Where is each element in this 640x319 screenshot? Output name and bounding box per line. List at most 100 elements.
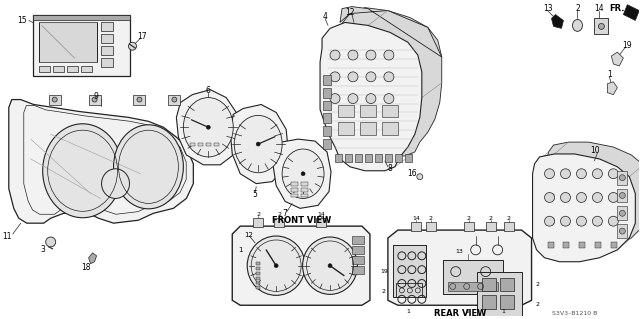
Ellipse shape (572, 19, 582, 31)
Text: 10: 10 (591, 146, 600, 155)
Text: 1: 1 (406, 309, 410, 314)
Bar (52, 66, 63, 72)
Circle shape (620, 175, 625, 181)
Polygon shape (273, 139, 331, 208)
Circle shape (330, 94, 340, 104)
Text: 5: 5 (253, 190, 258, 199)
Text: 16: 16 (407, 169, 417, 178)
Bar (595, 195, 602, 200)
Ellipse shape (184, 98, 233, 157)
Polygon shape (607, 82, 618, 95)
Circle shape (384, 94, 394, 104)
Circle shape (545, 169, 554, 179)
Bar (81, 66, 92, 72)
Text: 14: 14 (412, 216, 420, 221)
Circle shape (366, 94, 376, 104)
Bar (301, 194, 308, 197)
Bar (335, 154, 342, 162)
Bar (338, 122, 354, 135)
Bar (323, 114, 331, 123)
Bar (198, 143, 204, 146)
Circle shape (609, 169, 618, 179)
Bar (274, 218, 284, 227)
Bar (256, 277, 260, 279)
Bar (547, 195, 554, 200)
Polygon shape (623, 5, 639, 20)
Circle shape (561, 169, 570, 179)
Circle shape (593, 193, 602, 203)
Circle shape (366, 50, 376, 60)
Bar (500, 295, 513, 309)
Bar (88, 95, 100, 105)
Bar (256, 271, 260, 275)
Text: FRONT VIEW: FRONT VIEW (273, 216, 332, 225)
Bar (360, 122, 376, 135)
Bar (301, 188, 308, 191)
Bar (618, 171, 627, 185)
Bar (345, 154, 352, 162)
Circle shape (620, 210, 625, 216)
Circle shape (137, 97, 142, 102)
Bar (100, 22, 113, 31)
Bar (49, 95, 61, 105)
Ellipse shape (113, 125, 184, 209)
Text: 11: 11 (2, 232, 12, 241)
Polygon shape (340, 7, 442, 57)
Ellipse shape (303, 237, 358, 294)
Text: 6: 6 (206, 86, 211, 95)
Bar (611, 218, 618, 224)
Circle shape (620, 193, 625, 198)
Polygon shape (9, 100, 193, 223)
Text: 12: 12 (345, 8, 355, 17)
Bar (291, 188, 298, 191)
Text: 2: 2 (536, 282, 540, 287)
Bar (426, 222, 436, 231)
Bar (67, 66, 77, 72)
Bar (579, 218, 586, 224)
Circle shape (577, 216, 586, 226)
Text: 2: 2 (429, 216, 433, 221)
Text: 17: 17 (138, 32, 147, 41)
Bar (323, 139, 331, 149)
Circle shape (348, 72, 358, 82)
Bar (395, 154, 402, 162)
Circle shape (545, 216, 554, 226)
Bar (134, 95, 145, 105)
Text: 3: 3 (40, 245, 45, 254)
Bar (486, 222, 495, 231)
Circle shape (545, 193, 554, 203)
Bar (206, 143, 211, 146)
Bar (504, 222, 513, 231)
Bar (352, 256, 364, 264)
Polygon shape (552, 15, 563, 28)
Bar (100, 58, 113, 67)
Circle shape (366, 72, 376, 82)
Bar (411, 222, 421, 231)
Text: 2: 2 (436, 309, 440, 314)
Bar (443, 260, 502, 294)
Polygon shape (177, 90, 238, 165)
Text: 19: 19 (380, 269, 388, 274)
Bar (396, 284, 422, 297)
Polygon shape (232, 226, 370, 305)
Circle shape (417, 174, 423, 180)
Text: 2: 2 (489, 216, 493, 221)
Polygon shape (88, 253, 97, 264)
Bar (256, 262, 260, 265)
Polygon shape (388, 230, 532, 305)
Text: 13: 13 (456, 249, 463, 254)
Bar (352, 246, 364, 254)
Circle shape (384, 72, 394, 82)
Bar (579, 242, 586, 248)
Bar (253, 218, 263, 227)
Bar (256, 281, 260, 285)
Text: 8: 8 (387, 164, 392, 173)
Circle shape (384, 50, 394, 60)
Circle shape (256, 142, 260, 146)
Text: 2: 2 (256, 212, 260, 217)
Text: 15: 15 (17, 16, 27, 25)
Bar (360, 105, 376, 117)
Bar (100, 34, 113, 43)
Bar (405, 154, 412, 162)
Ellipse shape (43, 124, 122, 218)
